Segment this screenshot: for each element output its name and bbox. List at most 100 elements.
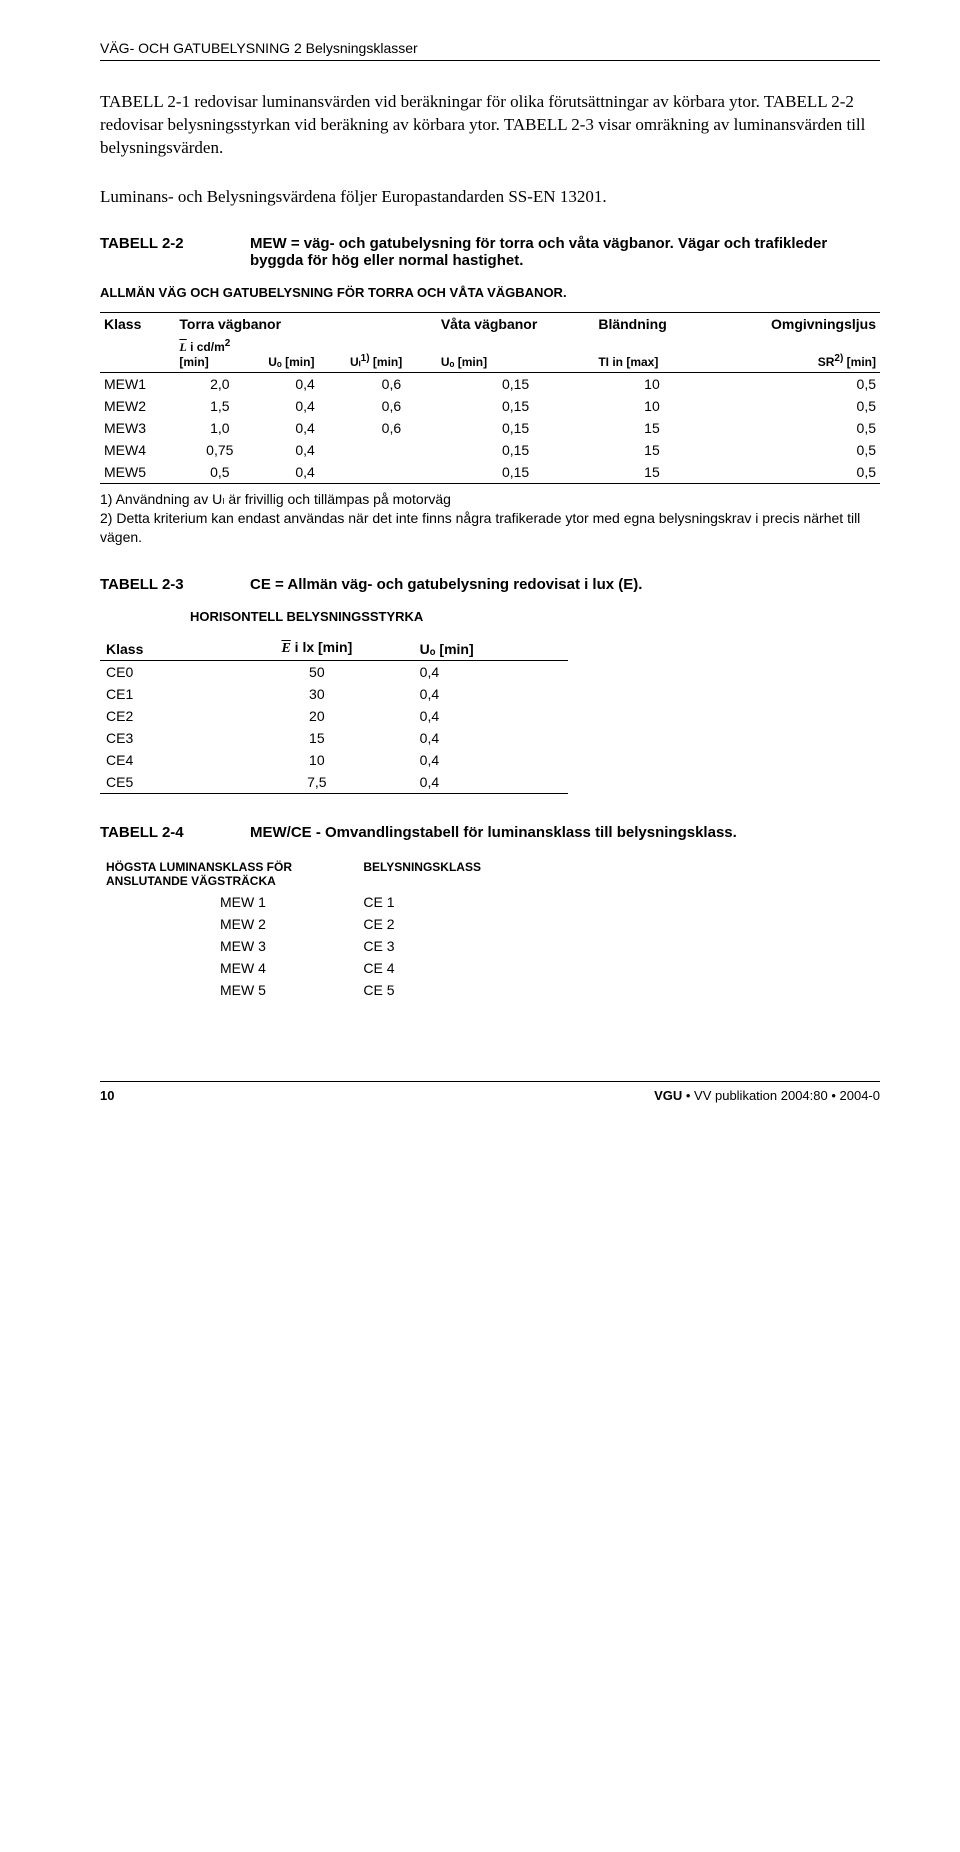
table-cell: 0,75 <box>175 439 264 461</box>
table-cell: MEW 2 <box>100 913 357 935</box>
table-cell: 0,4 <box>264 372 346 395</box>
publication-ref: VGU • VV publikation 2004:80 • 2004-0 <box>654 1088 880 1103</box>
table-cell: MEW2 <box>100 395 175 417</box>
table-cell: CE 2 <box>357 913 568 935</box>
table-cell: 1,0 <box>175 417 264 439</box>
th-e-23: E i lx [min] <box>220 636 414 661</box>
table-cell <box>346 439 437 461</box>
th-klass: Klass <box>100 312 175 335</box>
table-2-2-caption: MEW = väg- och gatubelysning för torra o… <box>250 235 880 269</box>
table-cell: MEW 4 <box>100 957 357 979</box>
table-cell: 0,6 <box>346 372 437 395</box>
table-cell: 20 <box>220 705 414 727</box>
table-cell: 0,4 <box>414 661 568 684</box>
th-vata: Våta vägbanor <box>437 312 595 335</box>
table-2-4-title: TABELL 2-4 MEW/CE - Omvandlingstabell fö… <box>100 824 880 841</box>
table-2-2: Klass Torra vägbanor Våta vägbanor Bländ… <box>100 312 880 484</box>
table-row: MEW21,50,40,60,15100,5 <box>100 395 880 417</box>
table-cell: CE2 <box>100 705 220 727</box>
table-cell: 0,5 <box>710 395 880 417</box>
th-klass-23: Klass <box>100 636 220 661</box>
table-cell: 7,5 <box>220 771 414 794</box>
table-cell: 0,5 <box>710 439 880 461</box>
table-2-3-title: TABELL 2-3 CE = Allmän väg- och gatubely… <box>100 576 880 593</box>
table-2-4-label: TABELL 2-4 <box>100 824 250 841</box>
table-cell: 0,4 <box>414 683 568 705</box>
table-cell: 0,4 <box>264 461 346 484</box>
table-row: CE0500,4 <box>100 661 568 684</box>
page-number: 10 <box>100 1088 114 1103</box>
table-cell: MEW4 <box>100 439 175 461</box>
table-cell: 0,4 <box>414 727 568 749</box>
table-cell: CE0 <box>100 661 220 684</box>
table-row: MEW 4CE 4 <box>100 957 568 979</box>
table-cell: 0,5 <box>710 417 880 439</box>
table-2-2-title: TABELL 2-2 MEW = väg- och gatubelysning … <box>100 235 880 269</box>
table-cell <box>346 461 437 484</box>
table-cell: 0,15 <box>437 395 595 417</box>
table-cell: 0,4 <box>264 395 346 417</box>
table-cell: CE3 <box>100 727 220 749</box>
table-2-3-caption: CE = Allmän väg- och gatubelysning redov… <box>250 576 880 593</box>
table-cell: CE1 <box>100 683 220 705</box>
table-cell: 30 <box>220 683 414 705</box>
table-row: CE1300,4 <box>100 683 568 705</box>
th-24-left: HÖGSTA LUMINANSKLASS FÖRANSLUTANDE VÄGST… <box>100 857 357 891</box>
table-cell: 50 <box>220 661 414 684</box>
table-cell: CE 5 <box>357 979 568 1001</box>
table-cell: CE4 <box>100 749 220 771</box>
table-cell: 0,4 <box>414 749 568 771</box>
th-uo: Uₒ [min] <box>264 335 346 373</box>
table-row: MEW40,750,40,15150,5 <box>100 439 880 461</box>
table-cell: MEW3 <box>100 417 175 439</box>
table-cell: CE 4 <box>357 957 568 979</box>
th-uo2: Uₒ [min] <box>437 335 595 373</box>
th-omg: Omgivningsljus <box>710 312 880 335</box>
table-row: CE57,50,4 <box>100 771 568 794</box>
table-cell: 0,15 <box>437 417 595 439</box>
table-row: MEW12,00,40,60,15100,5 <box>100 372 880 395</box>
header-rule <box>100 60 880 61</box>
table-cell: 0,4 <box>414 771 568 794</box>
table-2-2-label: TABELL 2-2 <box>100 235 250 269</box>
th-uo-23: Uₒ [min] <box>414 636 568 661</box>
table-cell: MEW 3 <box>100 935 357 957</box>
th-24-right: BELYSNINGSKLASS <box>357 857 568 891</box>
table-cell: 2,0 <box>175 372 264 395</box>
table-cell: 15 <box>594 461 709 484</box>
table-2-4: HÖGSTA LUMINANSKLASS FÖRANSLUTANDE VÄGST… <box>100 857 568 1001</box>
table-2-2-subhead: ALLMÄN VÄG OCH GATUBELYSNING FÖR TORRA O… <box>100 285 880 300</box>
table-2-4-caption: MEW/CE - Omvandlingstabell för luminansk… <box>250 824 880 841</box>
table-cell: MEW5 <box>100 461 175 484</box>
th-torra: Torra vägbanor <box>175 312 436 335</box>
th-sr: SR2) [min] <box>710 335 880 373</box>
table-2-2-notes: 1) Användning av Uₗ är frivillig och til… <box>100 490 880 547</box>
table-cell: 0,15 <box>437 372 595 395</box>
table-cell: 0,15 <box>437 439 595 461</box>
th-bland: Bländning <box>594 312 709 335</box>
th-ul: Uₗ1) [min] <box>346 335 437 373</box>
note-2: 2) Detta kriterium kan endast användas n… <box>100 509 880 547</box>
table-2-3-subhead: HORISONTELL BELYSNINGSSTYRKA <box>190 609 880 624</box>
table-cell: CE 1 <box>357 891 568 913</box>
table-cell: 10 <box>594 372 709 395</box>
table-row: CE3150,4 <box>100 727 568 749</box>
table-cell: 0,15 <box>437 461 595 484</box>
table-cell: 0,6 <box>346 395 437 417</box>
table-cell: 1,5 <box>175 395 264 417</box>
table-cell: 10 <box>594 395 709 417</box>
table-row: MEW 5CE 5 <box>100 979 568 1001</box>
th-l: L i cd/m2[min] <box>175 335 264 373</box>
table-cell: MEW 5 <box>100 979 357 1001</box>
table-cell: 15 <box>594 439 709 461</box>
table-row: CE4100,4 <box>100 749 568 771</box>
table-cell: 0,4 <box>414 705 568 727</box>
note-1: 1) Användning av Uₗ är frivillig och til… <box>100 490 880 509</box>
table-cell: 0,4 <box>264 417 346 439</box>
th-ti: TI in [max] <box>594 335 709 373</box>
table-row: MEW50,50,40,15150,5 <box>100 461 880 484</box>
table-cell: 0,6 <box>346 417 437 439</box>
table-cell: 15 <box>220 727 414 749</box>
table-2-3-label: TABELL 2-3 <box>100 576 250 593</box>
table-row: MEW 1CE 1 <box>100 891 568 913</box>
